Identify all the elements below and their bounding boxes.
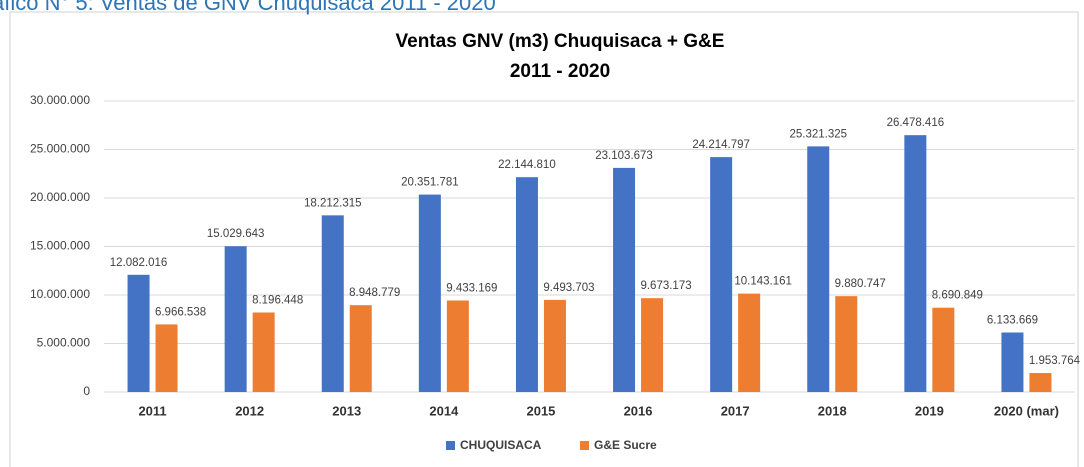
x-tick-label: 2011 bbox=[138, 403, 166, 418]
x-tick-label: 2016 bbox=[624, 403, 653, 418]
caption: áfico N° 5: Ventas de GNV Chuquisaca 201… bbox=[0, 0, 496, 15]
data-label: 9.493.703 bbox=[543, 282, 594, 294]
data-label: 9.673.173 bbox=[640, 280, 691, 292]
legend-label: G&E Sucre bbox=[594, 438, 657, 452]
legend-swatch bbox=[446, 441, 455, 450]
x-tick-label: 2017 bbox=[721, 403, 750, 418]
bar bbox=[807, 146, 830, 392]
bar bbox=[515, 177, 538, 392]
data-label: 12.082.016 bbox=[110, 257, 168, 269]
chart-title: Ventas GNV (m3) Chuquisaca + G&E bbox=[396, 31, 725, 52]
bar bbox=[738, 293, 761, 392]
data-label: 6.966.538 bbox=[155, 306, 206, 318]
data-label: 26.478.416 bbox=[887, 117, 945, 129]
y-tick-label: 0 bbox=[83, 384, 90, 398]
x-tick-label: 2018 bbox=[818, 403, 847, 418]
data-label: 10.143.161 bbox=[734, 276, 792, 288]
x-tick-label: 2012 bbox=[235, 403, 264, 418]
bar bbox=[835, 296, 858, 392]
data-label: 15.029.643 bbox=[207, 228, 265, 240]
data-label: 22.144.810 bbox=[498, 159, 556, 171]
bar bbox=[1029, 373, 1052, 392]
data-label: 9.433.169 bbox=[446, 283, 497, 295]
y-tick-label: 15.000.000 bbox=[30, 239, 90, 253]
bar bbox=[543, 299, 566, 392]
bar bbox=[1001, 332, 1024, 392]
chart-subtitle: 2011 - 2020 bbox=[510, 61, 610, 82]
x-tick-label: 2020 (mar) bbox=[994, 403, 1059, 418]
data-label: 6.133.669 bbox=[987, 315, 1038, 327]
bar bbox=[446, 300, 469, 392]
x-tick-label: 2014 bbox=[429, 403, 459, 418]
bar bbox=[710, 157, 733, 392]
data-label: 18.212.315 bbox=[304, 197, 362, 209]
y-tick-label: 25.000.000 bbox=[30, 142, 90, 156]
bar bbox=[613, 167, 636, 392]
bar bbox=[155, 324, 178, 392]
data-label: 9.880.747 bbox=[835, 278, 886, 290]
data-label: 23.103.673 bbox=[595, 150, 653, 162]
bar bbox=[127, 274, 150, 392]
bar bbox=[349, 305, 372, 392]
y-tick-label: 20.000.000 bbox=[30, 190, 90, 204]
bar bbox=[904, 135, 927, 392]
y-tick-label: 30.000.000 bbox=[30, 93, 90, 107]
data-label: 1.953.764 bbox=[1029, 355, 1081, 367]
bar bbox=[224, 246, 247, 392]
data-label: 8.690.849 bbox=[932, 290, 983, 302]
bar bbox=[932, 307, 955, 392]
data-label: 8.196.448 bbox=[252, 295, 303, 307]
bar bbox=[641, 298, 664, 392]
legend-label: CHUQUISACA bbox=[460, 438, 542, 452]
bar bbox=[418, 194, 441, 392]
data-label: 25.321.325 bbox=[789, 128, 847, 140]
x-tick-label: 2019 bbox=[915, 403, 944, 418]
legend-swatch bbox=[580, 441, 589, 450]
data-label: 24.214.797 bbox=[692, 139, 750, 151]
y-tick-label: 5.000.000 bbox=[37, 336, 91, 350]
bar bbox=[321, 215, 344, 392]
data-label: 20.351.781 bbox=[401, 177, 459, 189]
y-tick-label: 10.000.000 bbox=[30, 287, 90, 301]
data-label: 8.948.779 bbox=[349, 287, 400, 299]
x-tick-label: 2013 bbox=[332, 403, 361, 418]
bar bbox=[252, 312, 275, 392]
x-tick-label: 2015 bbox=[526, 403, 555, 418]
